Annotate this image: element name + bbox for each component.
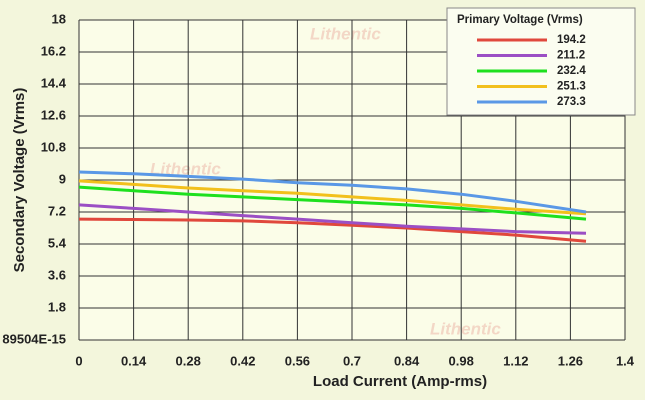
x-tick-label: 0.56 [285, 353, 310, 368]
y-tick-label: 10.8 [41, 139, 66, 154]
watermark: Lithentic [150, 159, 221, 178]
watermark: Lithentic [430, 319, 501, 338]
x-axis-title: Load Current (Amp-rms) [313, 373, 487, 390]
y-tick-label: 16.2 [41, 43, 66, 58]
x-tick-label: 0.84 [394, 353, 420, 368]
series-line [78, 217, 587, 243]
y-tick-label: 14.4 [41, 75, 67, 90]
watermark: Lithentic [310, 24, 381, 43]
x-tick-label: 1.26 [558, 353, 583, 368]
y-tick-label: 1.8 [48, 299, 66, 314]
legend-label: 273.3 [557, 96, 586, 108]
legend-box [446, 7, 636, 116]
legend-title: Primary Voltage (Vrms) [457, 14, 583, 26]
x-tick-label: 0.98 [449, 353, 474, 368]
x-tick-label: 1.12 [503, 353, 528, 368]
y-tick-label: 18 [52, 11, 66, 26]
y-tick-label: 9 [59, 171, 66, 186]
x-tick-label: 1.4 [616, 353, 635, 368]
legend-label: 251.3 [557, 81, 586, 93]
y-tick-label: 7.2 [48, 203, 66, 218]
legend-label: 232.4 [557, 65, 586, 77]
y-axis-title: Secondary Voltage (Vrms) [11, 88, 28, 273]
y-tick-label: 3.6 [48, 267, 66, 282]
y-tick-label: 5.4 [48, 235, 67, 250]
series-line [78, 185, 587, 221]
x-tick-label: 0.7 [343, 353, 361, 368]
x-tick-label: 0.28 [176, 353, 201, 368]
legend-label: 194.2 [557, 34, 586, 46]
x-tick-label: 0.14 [121, 353, 147, 368]
y-tick-label: 89504E-15 [2, 331, 66, 346]
x-tick-label: 0.42 [230, 353, 255, 368]
series-line [78, 170, 587, 214]
series-line [78, 203, 587, 235]
y-tick-label: 12.6 [41, 107, 66, 122]
legend-label: 211.2 [557, 50, 585, 62]
x-tick-label: 0 [75, 353, 82, 368]
series-line [78, 179, 587, 216]
